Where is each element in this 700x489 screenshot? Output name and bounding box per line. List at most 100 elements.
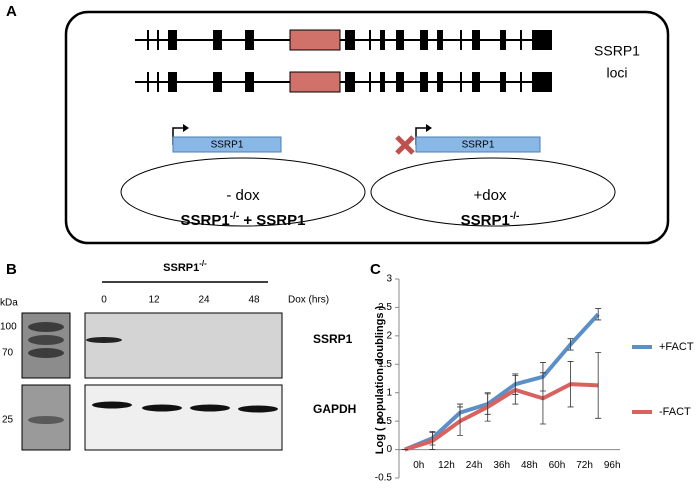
x-tick-label: 60h — [549, 460, 566, 471]
ladder-band — [28, 335, 64, 345]
y-tick-label: 0 — [386, 444, 392, 455]
exon — [380, 30, 385, 50]
band — [190, 404, 230, 412]
exon — [396, 30, 404, 50]
arrowhead — [183, 124, 189, 132]
x-tick-label: 24h — [466, 460, 483, 471]
panel-label: B — [6, 261, 17, 278]
series-line — [404, 382, 599, 452]
blot — [84, 312, 283, 379]
error-bar — [512, 375, 519, 405]
exon — [472, 30, 480, 50]
exon — [532, 72, 552, 92]
band — [238, 405, 278, 413]
target-exon — [289, 29, 341, 51]
x-tick-label: 0h — [413, 460, 424, 471]
x-tick-label: 48h — [521, 460, 538, 471]
exon — [168, 72, 177, 92]
y-tick-label: 2.5 — [378, 302, 392, 313]
x-tick-label: 12h — [438, 460, 455, 471]
y-tick-label: 2 — [386, 330, 392, 341]
ladder-band — [28, 416, 64, 424]
error-bar — [457, 406, 464, 436]
panel-label: A — [6, 3, 17, 20]
genotype: SSRP1-/- + SSRP1 — [181, 211, 306, 229]
panel-label: C — [370, 261, 381, 278]
line-chart: -0.5 0 0.5 1 1.5 2 2.5 3 0h 12h 24h 36h 48h 60h 72h 96h… — [375, 274, 694, 484]
blot — [84, 384, 283, 451]
error-bar — [595, 351, 602, 419]
exon — [437, 30, 443, 50]
condition: - dox — [226, 187, 260, 204]
exon — [245, 72, 254, 92]
genotype-part: SSRP1 — [461, 212, 510, 229]
gene-loci — [135, 29, 552, 93]
exon — [213, 72, 222, 92]
x-tick-label: 96h — [604, 460, 621, 471]
block-mark — [395, 135, 415, 155]
error-bar — [429, 432, 436, 450]
marker: 70 — [2, 348, 14, 359]
ladder-band — [28, 322, 64, 332]
exon — [500, 30, 506, 50]
kda-label: kDa — [0, 298, 18, 309]
exon — [420, 30, 428, 50]
superscript: -/- — [510, 211, 519, 222]
condition: +dox — [474, 187, 507, 204]
y-tick-label: 3 — [386, 274, 392, 285]
genotype: SSRP1-/- — [163, 259, 207, 274]
gene-box — [415, 136, 541, 153]
panel-frame — [64, 10, 670, 245]
gene-box — [172, 136, 282, 153]
x-tick-label: 72h — [576, 460, 593, 471]
exon — [168, 30, 177, 50]
lane-label: 24 — [198, 295, 210, 306]
y-axis-label: Log ( population doublings ) — [374, 305, 386, 454]
exon — [532, 30, 552, 50]
exon — [472, 72, 480, 92]
band-label: SSRP1 — [313, 332, 353, 346]
error-bar — [567, 361, 574, 408]
error-bar — [539, 372, 546, 425]
lane-axis: Dox (hrs) — [288, 295, 329, 306]
error-bar — [595, 308, 602, 321]
genotype: SSRP1-/- — [461, 211, 520, 229]
legend-label: +FACT — [659, 341, 694, 353]
x-tick-label: 36h — [493, 460, 510, 471]
y-tick-label: 1.5 — [378, 359, 392, 370]
gene-label: SSRP1 — [462, 140, 495, 151]
exon — [420, 72, 428, 92]
series-line — [404, 312, 600, 452]
exon — [345, 30, 355, 50]
lane-label: 12 — [148, 295, 160, 306]
arrowhead — [426, 124, 432, 132]
band — [142, 404, 182, 412]
loci-label: loci — [606, 65, 627, 81]
marker: 100 — [0, 322, 17, 333]
gene-label: SSRP1 — [211, 140, 244, 151]
genotype-part: SSRP1 — [181, 212, 230, 229]
y-tick-label: 1 — [386, 387, 392, 398]
genotype-part: SSRP1 — [163, 262, 199, 274]
exon — [245, 30, 254, 50]
y-tick-label: 0.5 — [378, 416, 392, 427]
legend-label: -FACT — [659, 406, 691, 418]
band — [92, 401, 132, 409]
y-tick-label: -0.5 — [375, 473, 393, 484]
genotype-part: + SSRP1 — [239, 212, 305, 229]
exon — [437, 72, 443, 92]
band-label: GAPDH — [313, 402, 356, 416]
ladder-band — [28, 348, 64, 358]
superscript: -/- — [199, 259, 207, 268]
marker: 25 — [2, 415, 14, 426]
target-exon — [289, 71, 341, 93]
exon — [396, 72, 404, 92]
exon — [213, 30, 222, 50]
lane-label: 0 — [101, 295, 107, 306]
exon — [500, 72, 506, 92]
superscript: -/- — [230, 211, 239, 222]
loci-label: SSRP1 — [594, 43, 640, 59]
error-bar — [567, 338, 574, 351]
band — [86, 337, 122, 343]
